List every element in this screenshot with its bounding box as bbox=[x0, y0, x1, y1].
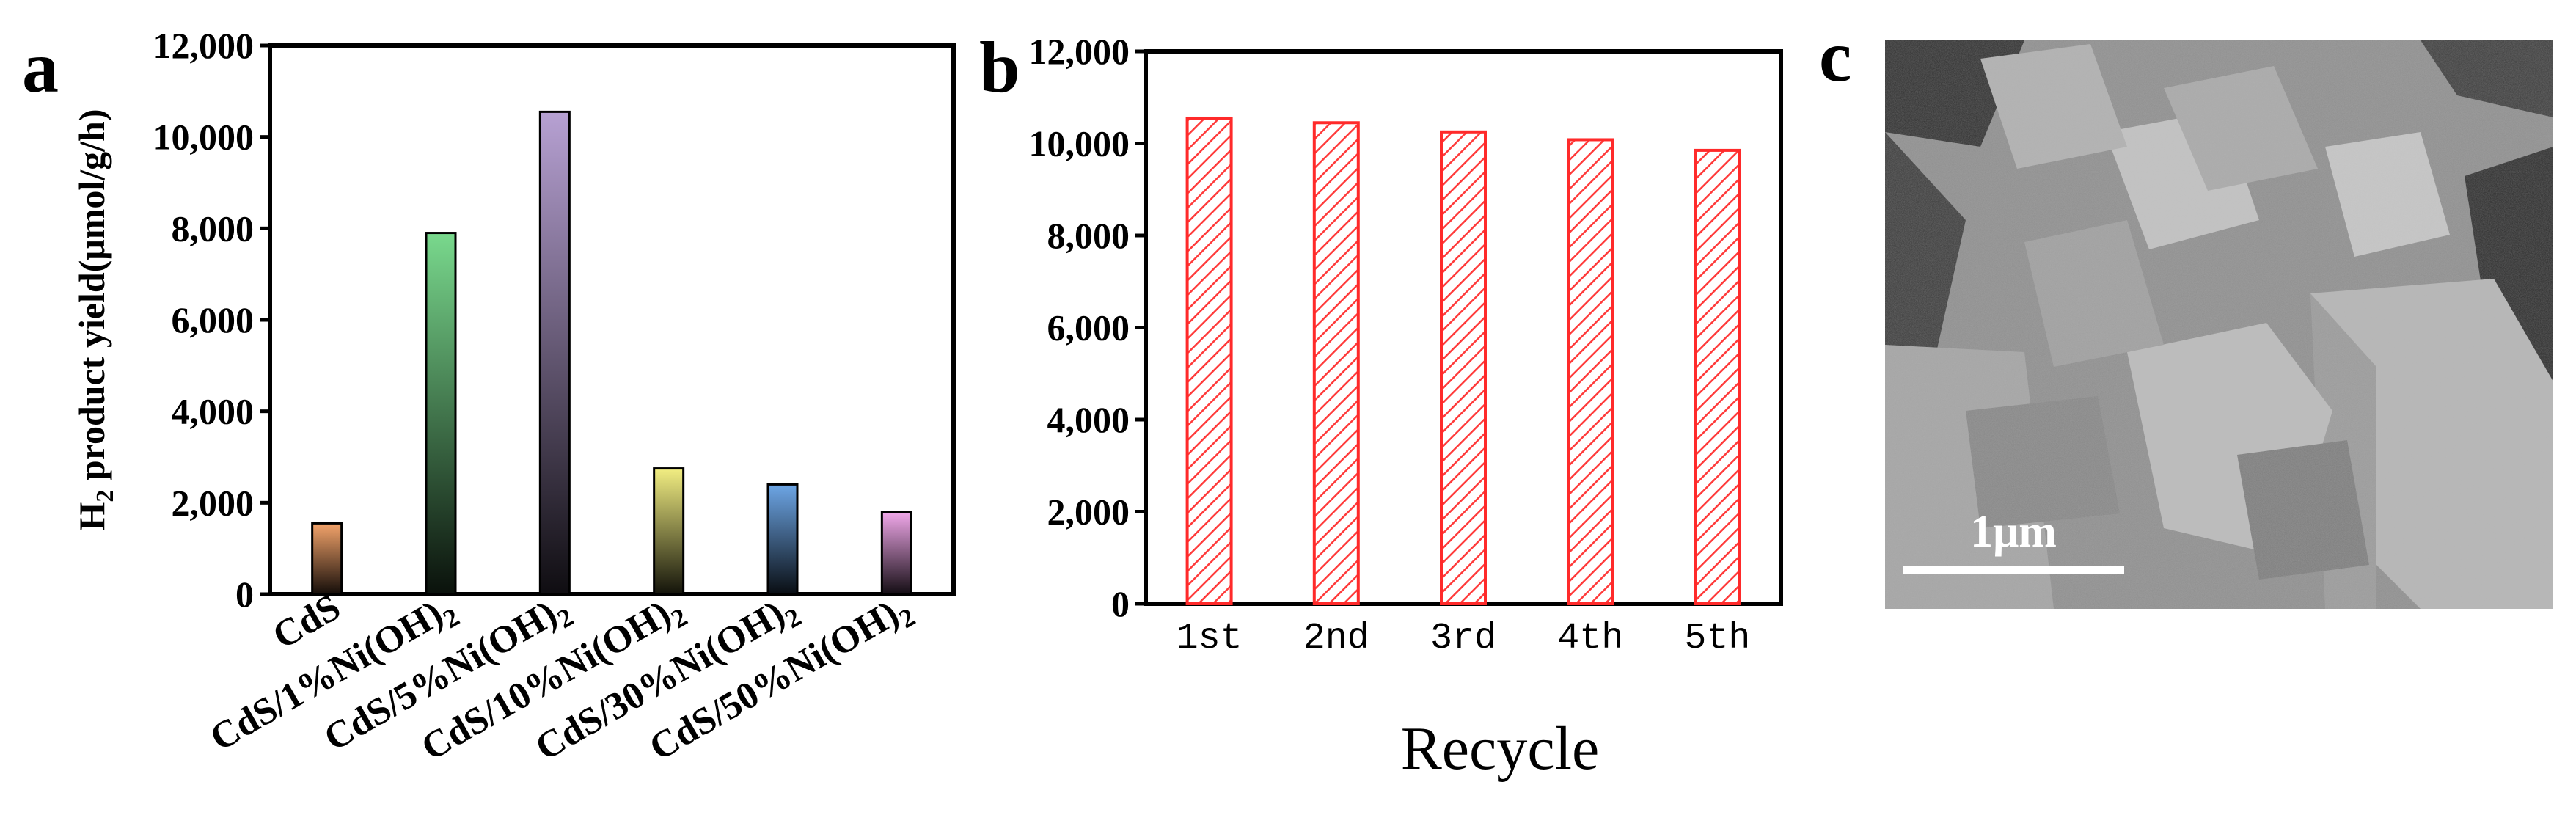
chart-a: 0 2,000 4,000 6,000 8,000 10,000 12,000 H2 prod… bbox=[71, 25, 956, 769]
chart-b-ytick-label: 2,000 bbox=[1047, 491, 1130, 533]
chart-b-ytick-label: 8,000 bbox=[1047, 215, 1130, 256]
chart-b-ytick-label: 0 bbox=[1111, 583, 1130, 624]
chart-a-ylabel: H2 product yield(μmol/g/h) bbox=[71, 109, 119, 530]
chart-a-ytick-label: 12,000 bbox=[153, 25, 255, 66]
chart-a-ytick-label: 0 bbox=[235, 574, 254, 615]
chart-a-ytick-label: 8,000 bbox=[172, 208, 255, 249]
chart-b-xtick-label: 1st bbox=[1177, 618, 1243, 659]
chart-a-ytick-label: 4,000 bbox=[172, 391, 255, 432]
chart-b-xtick-label: 3rd bbox=[1430, 618, 1496, 659]
chart-b-xtick-label: 5th bbox=[1684, 618, 1750, 659]
chart-a-bar-1 bbox=[425, 232, 457, 596]
chart-a-bar-2 bbox=[538, 110, 571, 596]
chart-a-ytick-label: 6,000 bbox=[172, 299, 255, 340]
sem-micrograph: 1μm bbox=[1885, 40, 2553, 609]
chart-a-ytick-label: 10,000 bbox=[153, 117, 255, 158]
scale-bar bbox=[1903, 566, 2124, 574]
chart-b-bar-1 bbox=[1312, 121, 1360, 605]
chart-b-bar-3 bbox=[1567, 138, 1614, 606]
chart-b-xlabel: Recycle bbox=[1401, 714, 1600, 783]
chart-b-ytick-label: 6,000 bbox=[1047, 307, 1130, 348]
chart-b-ytick-label: 10,000 bbox=[1029, 123, 1130, 164]
chart-b-xtick-label: 2nd bbox=[1303, 618, 1369, 659]
panel-a-letter: a bbox=[22, 26, 59, 108]
chart-b-ytick-label: 12,000 bbox=[1029, 31, 1130, 72]
chart-a-bar-0 bbox=[311, 522, 343, 596]
chart-b-ytick-label: 4,000 bbox=[1047, 399, 1130, 440]
panel-c-letter: c bbox=[1819, 15, 1851, 97]
chart-a-frame bbox=[268, 43, 956, 596]
chart-a-ytick-label: 2,000 bbox=[172, 482, 255, 523]
chart-b-bar-2 bbox=[1440, 130, 1487, 605]
scale-bar-label: 1μm bbox=[1970, 507, 2057, 557]
chart-b-bar-0 bbox=[1185, 116, 1233, 606]
chart-a-bar-4 bbox=[766, 483, 799, 596]
chart-a-bar-5 bbox=[880, 511, 912, 596]
chart-b: 0 2,000 4,000 6,000 8,000 10,000 12,000 1st 2nd 3… bbox=[1029, 31, 1783, 783]
panel-b-letter: b bbox=[979, 26, 1020, 108]
chart-b-bar-4 bbox=[1694, 148, 1741, 606]
chart-b-xtick-label: 4th bbox=[1557, 618, 1623, 659]
chart-a-bar-3 bbox=[653, 467, 685, 596]
